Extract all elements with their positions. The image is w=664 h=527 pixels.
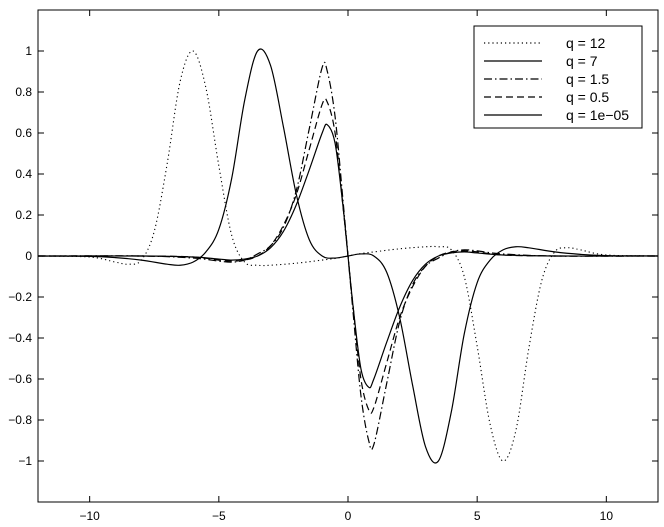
- y-tick-label: −0.6: [8, 372, 32, 386]
- y-tick-label: 0.6: [15, 126, 32, 140]
- x-tick-label: 0: [345, 509, 352, 523]
- axes-layer: −10 −5 0 5 10 −1 −0.8 −0.6 −0.4 −0.2 0 0.2 0.4 0.6 0.8…: [8, 9, 659, 523]
- legend-label-2: q = 7: [566, 53, 598, 69]
- x-tick-label: 10: [600, 509, 614, 523]
- legend-label-5: q = 1e−05: [566, 107, 629, 123]
- legend: q = 12 q = 7 q = 1.5 q = 0.5 q = 1e−05: [473, 25, 643, 129]
- legend-label-4: q = 0.5: [566, 89, 609, 105]
- legend-label-3: q = 1.5: [566, 71, 609, 87]
- series-layer: [38, 48, 658, 464]
- y-tick-label: 0.4: [15, 167, 32, 181]
- y-tick-label: 0.2: [15, 208, 32, 222]
- y-tick-label: 1: [25, 44, 32, 58]
- y-tick-label: −1: [18, 454, 32, 468]
- x-tick-label: 5: [474, 509, 481, 523]
- y-tick-label: −0.2: [8, 290, 32, 304]
- series-line-5: [38, 123, 658, 389]
- y-tick-label: 0: [25, 249, 32, 263]
- y-tick-label: 0.8: [15, 85, 32, 99]
- y-tick-label: −0.4: [8, 331, 32, 345]
- x-tick-label: −10: [79, 509, 100, 523]
- x-tick-label: −5: [212, 509, 226, 523]
- legend-label-1: q = 12: [566, 35, 606, 51]
- y-tick-label: −0.8: [8, 413, 32, 427]
